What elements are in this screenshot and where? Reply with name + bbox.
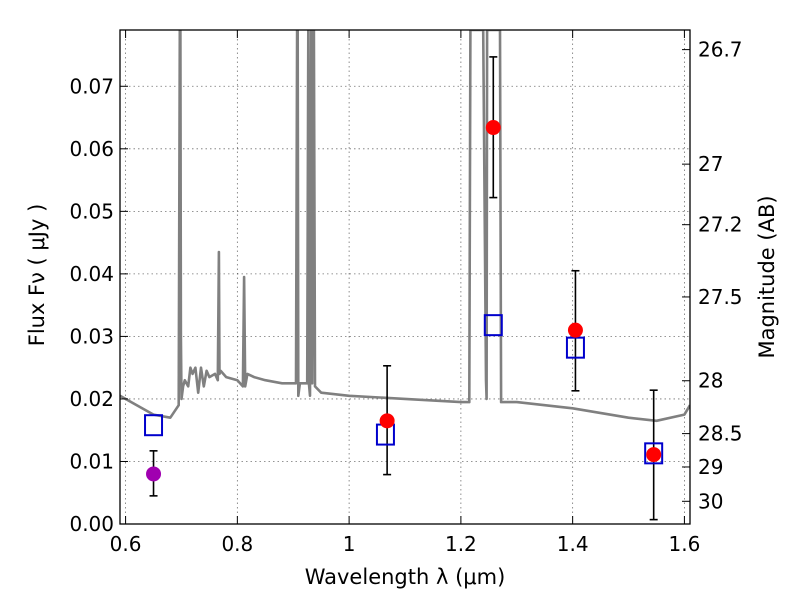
y-tick-label: 0.05: [69, 199, 114, 223]
y-tick-label: 0.07: [69, 74, 114, 98]
right-tick-label: 29: [698, 455, 723, 479]
right-tick-label: 27.5: [698, 285, 743, 309]
y-tick-label: 0.01: [69, 449, 114, 473]
right-axis-title: Magnitude (AB): [755, 195, 779, 358]
x-tick-label: 1.2: [445, 532, 477, 556]
y-tick-label: 0.03: [69, 324, 114, 348]
observed-point: [646, 447, 662, 463]
right-tick-label: 28.5: [698, 422, 743, 446]
y-tick-label: 0.00: [69, 512, 114, 536]
model-square: [644, 442, 664, 465]
x-tick-label: 1: [343, 532, 356, 556]
y-axis-ticks: 0.00 0.01 0.02 0.03 0.04 0.05 0.06 0.07: [69, 74, 128, 536]
right-tick-label: 27: [698, 152, 723, 176]
right-tick-label: 26.7: [698, 38, 743, 62]
observed-point: [485, 120, 501, 136]
right-tick-label: 28: [698, 369, 723, 393]
y-tick-label: 0.04: [69, 262, 114, 286]
observed-points: [146, 120, 662, 482]
y-tick-label: 0.02: [69, 387, 114, 411]
model-square: [144, 414, 164, 437]
spectrum-line: [120, 30, 690, 423]
right-tick-label: 27.2: [698, 213, 743, 237]
observed-point: [379, 413, 395, 429]
x-axis-ticks: 0.6 0.8 1 1.2 1.4 1.6: [110, 30, 701, 556]
observed-point-extra: [146, 466, 162, 482]
model-points: [144, 314, 664, 465]
error-bars: [149, 56, 658, 521]
x-tick-label: 1.6: [669, 532, 701, 556]
y-tick-label: 0.06: [69, 137, 114, 161]
x-axis-title: Wavelength λ (μm): [305, 565, 506, 589]
x-tick-label: 0.6: [110, 532, 142, 556]
model-square: [483, 314, 503, 337]
observed-point: [567, 322, 583, 338]
right-axis-ticks: 26.7 27 27.2 27.5 28 28.5 29 30: [682, 38, 743, 513]
right-tick-label: 30: [698, 489, 723, 513]
x-tick-label: 1.4: [557, 532, 589, 556]
x-tick-label: 0.8: [221, 532, 253, 556]
grid-lines: [120, 30, 690, 525]
model-square: [565, 336, 585, 359]
model-spectrum: [120, 30, 690, 423]
y-axis-title: Flux Fν ( μJy ): [25, 204, 49, 347]
plot-frame: [119, 29, 691, 525]
